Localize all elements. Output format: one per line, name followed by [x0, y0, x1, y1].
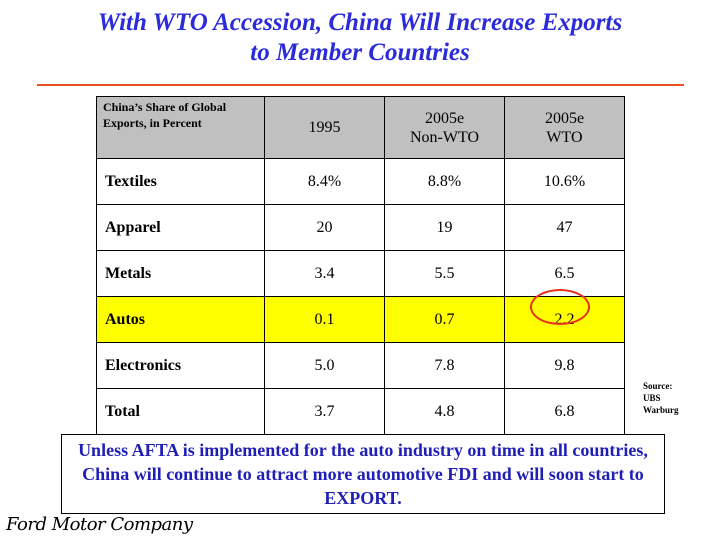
- table-cell: 0.7: [384, 296, 505, 343]
- source-label: Source:: [643, 381, 673, 391]
- table-cell: 6.8: [504, 388, 625, 435]
- source-name-line-2: Warburg: [643, 405, 679, 415]
- source-name-line-1: UBS: [643, 393, 661, 403]
- table-cell: 8.8%: [384, 158, 505, 205]
- column-header: 2005e Non-WTO: [384, 96, 505, 159]
- table-cell: 10.6%: [504, 158, 625, 205]
- title-line-2: to Member Countries: [250, 39, 470, 66]
- callout-box: Unless AFTA is implemented for the auto …: [61, 434, 665, 514]
- table-cell: 19: [384, 204, 505, 251]
- title-divider: [37, 84, 684, 86]
- table-cell: 7.8: [384, 342, 505, 389]
- table-cell: 9.8: [504, 342, 625, 389]
- row-label: Autos: [96, 296, 265, 343]
- table-cell: 47: [504, 204, 625, 251]
- table-row: Apparel 20 19 47: [96, 204, 625, 251]
- row-label: Electronics: [96, 342, 265, 389]
- table-cell: 5.5: [384, 250, 505, 297]
- table-header-row: China’s Share of Global Exports, in Perc…: [96, 96, 625, 159]
- table-row: Metals 3.4 5.5 6.5: [96, 250, 625, 297]
- table-row: Electronics 5.0 7.8 9.8: [96, 342, 625, 389]
- source-note: Source: UBS Warburg: [643, 380, 679, 416]
- row-label: Metals: [96, 250, 265, 297]
- exports-table: China’s Share of Global Exports, in Perc…: [96, 96, 625, 435]
- title-line-1: With WTO Accession, China Will Increase …: [97, 9, 623, 36]
- table-cell: 20: [264, 204, 385, 251]
- table-row: Textiles 8.4% 8.8% 10.6%: [96, 158, 625, 205]
- table-cell: 5.0: [264, 342, 385, 389]
- table-cell: 3.4: [264, 250, 385, 297]
- table-cell: 8.4%: [264, 158, 385, 205]
- column-header: 1995: [264, 96, 385, 159]
- table-cell: 3.7: [264, 388, 385, 435]
- callout-text: Unless AFTA is implemented for the auto …: [78, 440, 648, 508]
- slide-title: With WTO Accession, China Will Increase …: [20, 8, 700, 68]
- row-label: Total: [96, 388, 265, 435]
- ford-logo: Ford Motor Company: [6, 514, 193, 535]
- highlight-circle: [530, 289, 590, 325]
- row-label: Textiles: [96, 158, 265, 205]
- column-header: 2005e WTO: [504, 96, 625, 159]
- table-corner-label: China’s Share of Global Exports, in Perc…: [96, 96, 265, 159]
- table-row: Total 3.7 4.8 6.8: [96, 388, 625, 435]
- table-cell: 0.1: [264, 296, 385, 343]
- row-label: Apparel: [96, 204, 265, 251]
- table-cell: 4.8: [384, 388, 505, 435]
